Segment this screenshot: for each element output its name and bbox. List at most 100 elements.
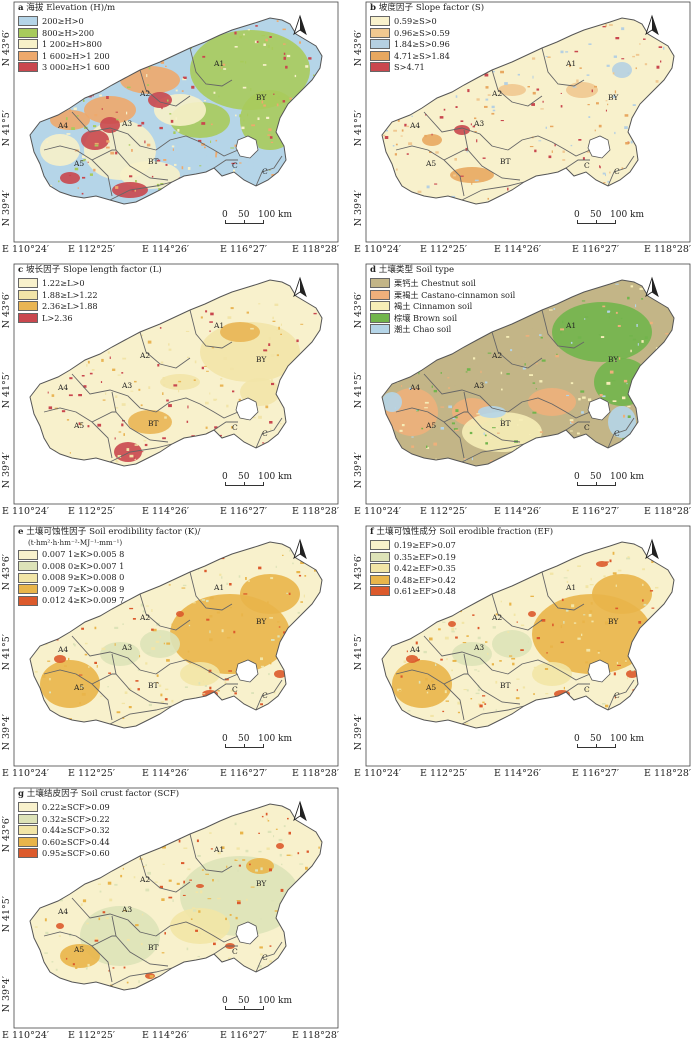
raster-speckle xyxy=(102,911,106,914)
scale-tick xyxy=(615,220,616,224)
raster-speckle xyxy=(159,327,162,329)
raster-speckle xyxy=(280,323,282,326)
scale-label: 50 xyxy=(590,472,602,482)
raster-speckle xyxy=(198,139,202,143)
raster-speckle xyxy=(563,577,568,579)
raster-speckle xyxy=(234,46,238,48)
longitude-label: E 114°26′ xyxy=(142,506,190,517)
legend-entry: 0.012 4≥K>0.009 7 xyxy=(18,595,200,607)
raster-speckle xyxy=(492,70,495,73)
raster-speckle xyxy=(45,931,49,935)
legend-entry: 褐土 Cinnamon soil xyxy=(370,301,515,313)
raster-speckle xyxy=(58,935,61,937)
raster-speckle xyxy=(632,55,635,58)
raster-speckle xyxy=(542,100,544,103)
raster-speckle xyxy=(550,645,553,648)
north-arrow-icon xyxy=(645,14,659,36)
raster-speckle xyxy=(278,326,280,330)
raster-speckle xyxy=(182,77,187,81)
raster-speckle xyxy=(581,411,584,414)
raster-speckle xyxy=(217,851,221,855)
raster-speckle xyxy=(506,336,510,338)
longitude-label: E 116°27′ xyxy=(220,244,268,255)
raster-speckle xyxy=(604,561,609,563)
raster-speckle xyxy=(79,702,81,705)
raster-speckle xyxy=(221,576,223,579)
district-border xyxy=(109,443,173,463)
raster-speckle xyxy=(520,624,525,627)
raster-speckle xyxy=(267,601,269,604)
raster-speckle xyxy=(188,624,191,627)
raster-speckle xyxy=(586,688,589,691)
raster-speckle xyxy=(663,46,665,50)
raster-speckle xyxy=(383,134,386,137)
raster-speckle xyxy=(121,702,125,705)
raster-speckle xyxy=(234,858,236,861)
district-border xyxy=(423,635,509,675)
raster-speckle xyxy=(170,650,175,653)
raster-speckle xyxy=(617,325,621,327)
raster-speckle xyxy=(536,88,540,91)
raster-speckle xyxy=(101,108,103,110)
raster-speckle xyxy=(280,333,282,335)
raster-speckle xyxy=(599,394,603,397)
raster-speckle xyxy=(584,318,586,320)
excluded-area xyxy=(235,921,259,945)
raster-speckle xyxy=(399,429,403,432)
raster-speckle xyxy=(239,114,242,118)
raster-speckle xyxy=(78,422,80,425)
raster-speckle xyxy=(80,686,84,688)
raster-speckle xyxy=(261,35,266,37)
scale-tick xyxy=(577,482,578,486)
raster-speckle xyxy=(159,885,163,889)
raster-speckle xyxy=(579,67,582,69)
longitude-label: E 118°28′ xyxy=(644,244,692,255)
region-label: A2 xyxy=(139,351,150,360)
district-border xyxy=(189,47,233,87)
raster-speckle xyxy=(451,422,455,425)
raster-speckle xyxy=(562,159,566,161)
raster-speckle xyxy=(614,620,618,622)
legend-entry: S>4.71 xyxy=(370,62,484,74)
class-patch xyxy=(452,642,492,666)
scale-tick xyxy=(225,1006,226,1010)
scale-label: 50 xyxy=(238,210,250,220)
raster-speckle xyxy=(269,945,272,947)
class-patch xyxy=(84,96,136,124)
panel-title: b 坡度因子 Slope factor (S) xyxy=(370,4,484,13)
class-patch xyxy=(60,172,80,184)
panel-unit: (t·hm²·h·hm⁻²·MJ⁻¹·mm⁻¹) xyxy=(28,537,123,547)
raster-speckle xyxy=(507,187,509,191)
legend-swatch xyxy=(18,561,38,572)
scale-tick xyxy=(577,744,578,748)
latitude-label: N 43°6′ xyxy=(353,292,364,329)
raster-speckle xyxy=(277,635,280,638)
legend-label: 0.35≥EF>0.19 xyxy=(394,551,456,562)
latitude-label: N 39°4′ xyxy=(353,714,364,751)
raster-speckle xyxy=(576,79,579,83)
legend-label: 0.22≥SCF>0.09 xyxy=(42,802,110,813)
map-legend: a 海拔 Elevation (H)/m 200≥H>0 800≥H>200 1 20… xyxy=(18,4,115,73)
raster-speckle xyxy=(426,447,430,449)
raster-speckle xyxy=(164,416,167,419)
legend-entry: 潮土 Chao soil xyxy=(370,324,515,336)
raster-speckle xyxy=(182,894,186,896)
raster-speckle xyxy=(220,70,222,72)
region-label: BY xyxy=(256,617,267,626)
longitude-label: E 118°28′ xyxy=(292,244,340,255)
raster-speckle xyxy=(464,458,466,460)
raster-speckle xyxy=(223,68,227,70)
raster-speckle xyxy=(236,900,241,901)
district-border xyxy=(443,411,468,423)
raster-speckle xyxy=(487,652,489,655)
legend-swatch xyxy=(370,16,390,27)
raster-speckle xyxy=(187,868,191,871)
region-label: A1 xyxy=(565,321,576,330)
raster-speckle xyxy=(234,692,237,695)
raster-speckle xyxy=(198,682,201,685)
raster-speckle xyxy=(477,626,480,630)
longitude-label: E 116°27′ xyxy=(220,1030,268,1041)
raster-speckle xyxy=(426,691,429,694)
raster-speckle xyxy=(603,575,606,578)
raster-speckle xyxy=(442,621,446,623)
